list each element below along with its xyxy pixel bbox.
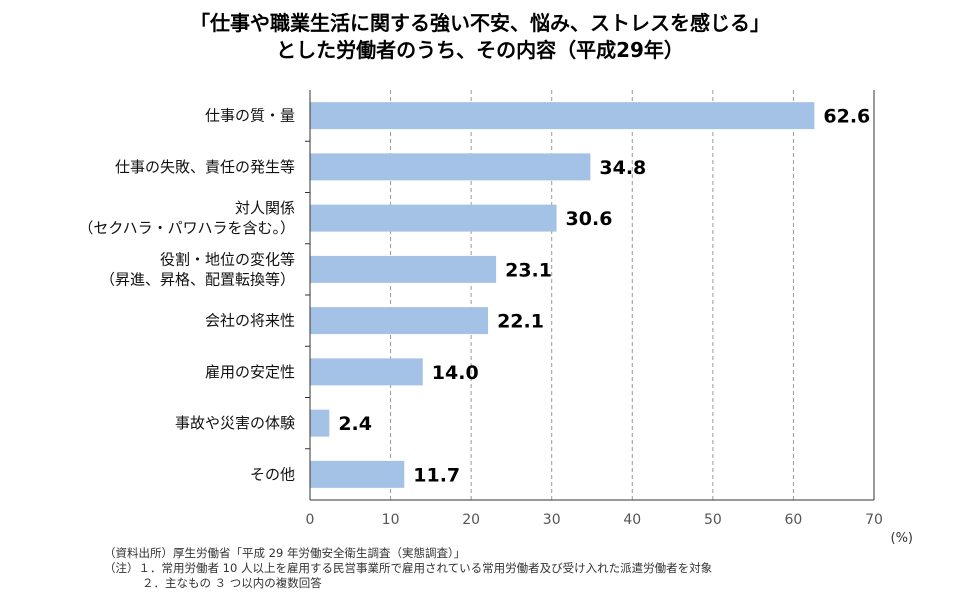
footnote-2: ２．主なもの ３ つ以内の複数回答 — [142, 576, 322, 590]
grid-lines — [390, 90, 794, 500]
category-label: 雇用の安定性 — [205, 363, 295, 381]
x-tick-label: 50 — [704, 512, 722, 528]
category-label: その他 — [250, 465, 295, 483]
chart-title-line-1: 「仕事や職業生活に関する強い不安、悩み、ストレスを感じる」 — [190, 11, 770, 35]
category-label: （昇進、昇格、配置転換等） — [100, 270, 295, 288]
value-label: 22.1 — [497, 311, 544, 333]
x-tick-label: 70 — [865, 512, 883, 528]
value-label: 34.8 — [599, 157, 646, 179]
category-label: 仕事の失敗、責任の発生等 — [115, 158, 295, 176]
bar — [310, 358, 423, 386]
value-label: 11.7 — [413, 464, 460, 486]
bar — [310, 153, 591, 181]
bar — [310, 409, 330, 437]
x-tick-label: 10 — [382, 512, 400, 528]
footnote-1: （注）１．常用労働者 10 人以上を雇用する民営事業所で雇用されている常用労働者… — [104, 561, 713, 575]
x-tick-label: 40 — [623, 512, 641, 528]
x-unit-label: (%) — [891, 531, 914, 546]
value-label: 14.0 — [432, 362, 479, 384]
category-label: 仕事の質・量 — [205, 107, 295, 125]
value-label: 30.6 — [566, 208, 613, 230]
axes — [305, 90, 875, 501]
source-note: （資料出所）厚生労働省「平成 29 年労働安全衛生調査（実態調査）」 — [104, 546, 466, 560]
x-tick-label: 30 — [543, 512, 561, 528]
category-label: 対人関係 — [235, 199, 295, 217]
bars — [310, 102, 815, 488]
bar — [310, 307, 489, 335]
chart-title: 「仕事や職業生活に関する強い不安、悩み、ストレスを感じる」 とした労働者のうち、… — [0, 10, 960, 64]
labels: 0 10 20 30 40 50 60 70 62.6 仕事の質・量 34.8 仕事の失敗、責任の発生… — [78, 106, 913, 546]
value-label: 62.6 — [823, 106, 870, 128]
chart-title-line-2: とした労働者のうち、その内容（平成29年） — [276, 38, 684, 62]
value-label: 23.1 — [505, 259, 552, 281]
category-label: 会社の将来性 — [205, 312, 295, 330]
x-tick-label: 60 — [785, 512, 803, 528]
bar — [310, 204, 557, 232]
category-label: 事故や災害の体験 — [175, 414, 295, 432]
value-label: 2.4 — [338, 413, 372, 435]
x-tick-label: 0 — [306, 512, 315, 528]
bar — [310, 255, 497, 283]
x-tick-label: 20 — [462, 512, 480, 528]
category-label: 役割・地位の変化等 — [160, 250, 295, 268]
category-label: （セクハラ・パワハラを含む。） — [78, 219, 295, 237]
bar — [310, 102, 815, 130]
bar — [310, 460, 405, 488]
chart-notes: （資料出所）厚生労働省「平成 29 年労働安全衛生調査（実態調査）」 （注）１．… — [104, 546, 712, 591]
